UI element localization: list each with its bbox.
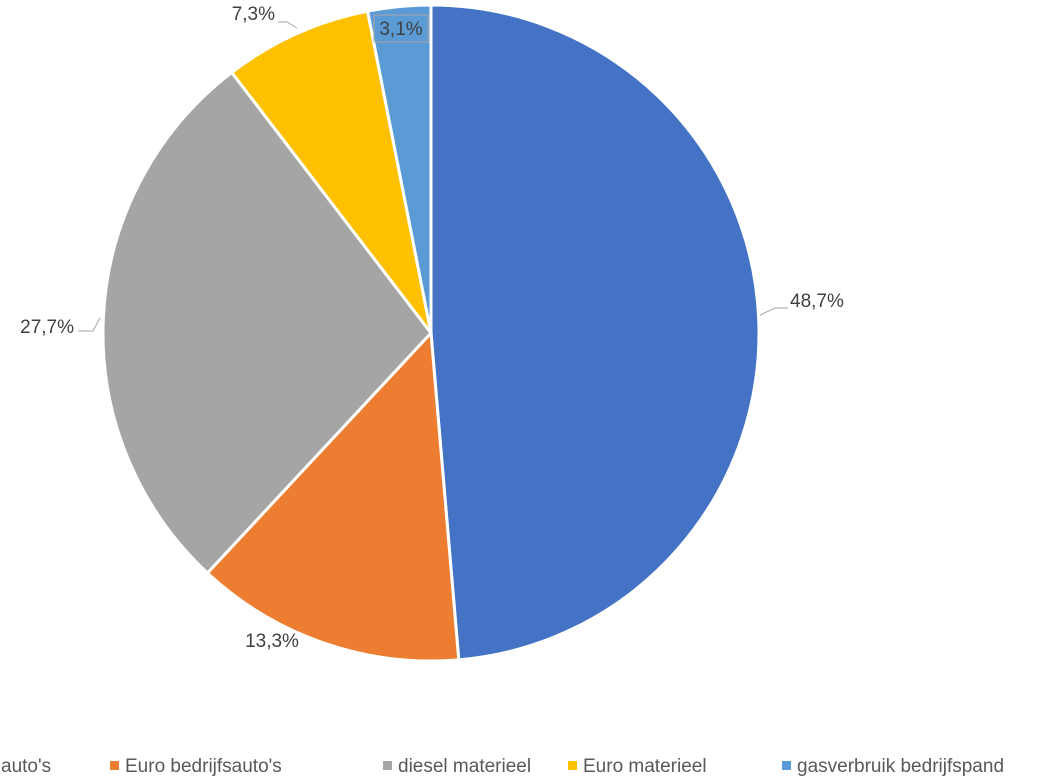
- legend-label: gasverbruik bedrijfspand: [797, 756, 1004, 777]
- leader-line: [78, 317, 101, 332]
- legend-item: Euro bedrijfsauto's: [110, 756, 282, 777]
- legend-item: diesel materieel: [383, 756, 531, 777]
- pie-slice: [205, 329, 461, 663]
- legend-swatch: [383, 761, 392, 770]
- data-label: 7,3%: [232, 4, 275, 25]
- data-label: 3,1%: [379, 19, 422, 40]
- legend-item: auto's: [1, 756, 51, 777]
- legend: auto's Euro bedrijfsauto's diesel materiee…: [1, 756, 1004, 777]
- pie-slice: [365, 3, 433, 334]
- data-label: 13,3%: [245, 631, 299, 652]
- leader-line: [278, 21, 298, 29]
- legend-item: gasverbruik bedrijfspand: [782, 756, 1004, 777]
- legend-label: Euro bedrijfsauto's: [125, 756, 282, 777]
- legend-swatch: [782, 761, 791, 770]
- data-label: 27,7%: [20, 317, 74, 338]
- legend-label: diesel materieel: [398, 756, 531, 777]
- leader-lines: [78, 21, 788, 332]
- legend-swatch: [110, 761, 119, 770]
- legend-label: auto's: [1, 756, 51, 777]
- legend-item: Euro materieel: [568, 756, 707, 777]
- pie-slice: [101, 70, 433, 576]
- pie-slices: [101, 3, 761, 663]
- pie-slice: [229, 9, 433, 334]
- pie-slice: [429, 3, 761, 662]
- leader-line: [759, 307, 788, 316]
- legend-swatch: [568, 761, 577, 770]
- legend-label: Euro materieel: [583, 756, 707, 777]
- data-label-box: [373, 14, 429, 43]
- data-labels: 48,7% 13,3% 27,7% 7,3% 3,1%: [20, 4, 844, 652]
- data-label: 48,7%: [790, 291, 844, 312]
